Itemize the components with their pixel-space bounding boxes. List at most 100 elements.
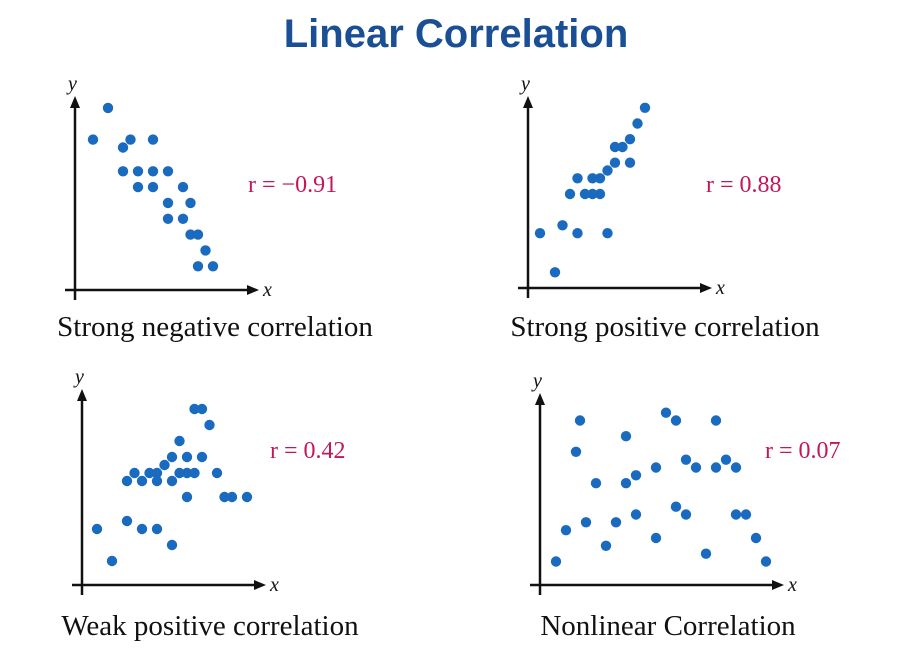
plot-4-point (690, 462, 702, 473)
plot-4-point (580, 517, 592, 528)
plot-4-point (710, 462, 722, 473)
plot-3-point (151, 475, 163, 487)
plot-4-x-axis-arrow (772, 580, 784, 590)
plot-3-point (136, 475, 148, 487)
plot-4-point (660, 407, 672, 418)
plot-2-point (549, 267, 561, 278)
plot-2-point (624, 134, 636, 145)
plot-2-point (587, 173, 598, 184)
plot-3-point (196, 451, 208, 463)
plot-3-point (144, 467, 155, 479)
plot-4-point (680, 454, 692, 465)
plot-1-point (192, 229, 204, 240)
plot-3-point (181, 491, 193, 503)
page-title: Linear Correlation (283, 12, 629, 56)
plot-2-point (587, 188, 598, 200)
plot-3-point (211, 467, 223, 479)
plot-2-x-label: x (715, 277, 725, 299)
plot-3-point (204, 419, 215, 431)
plot-4-point (730, 462, 742, 473)
plot-2-point (557, 220, 568, 231)
plot-3-caption: Weak positive correlation (61, 610, 359, 642)
plot-3-point (121, 475, 133, 487)
plot-2-point (594, 173, 606, 184)
plot-1-point (177, 213, 189, 224)
plot-2-point (609, 141, 621, 153)
plot-1-y-label: y (66, 73, 77, 95)
plot-3-point (174, 467, 185, 479)
plot-4-point (720, 454, 732, 465)
plot-4-point (570, 446, 582, 457)
plot-3-point (151, 523, 163, 535)
plot-1-point (102, 102, 114, 114)
plot-1-point (162, 213, 174, 224)
plot-1-point (162, 166, 174, 177)
plot-2-point (534, 228, 546, 239)
plot-3-point (174, 435, 185, 447)
plot-2-y-label: y (519, 73, 530, 95)
plot-4-point (560, 525, 572, 536)
plot-3-point (189, 467, 200, 479)
plot-1-point (147, 181, 159, 193)
plot-4-point (650, 532, 662, 544)
plot-1-point (162, 197, 174, 209)
plot-2-point (602, 165, 613, 176)
plot-1-point (132, 166, 144, 177)
plot-3-point (159, 459, 170, 471)
plot-4-point (680, 509, 692, 520)
plot-3-point (226, 491, 238, 503)
plot-1-point (117, 142, 129, 153)
plot-1-point (147, 166, 159, 177)
plot-4-point (700, 548, 712, 559)
plot-2-caption: Strong positive correlation (510, 311, 820, 343)
plot-1-point (117, 166, 129, 177)
plot-2-point (594, 188, 606, 200)
plot-4-point (590, 478, 602, 489)
plot-4-x-label: x (787, 574, 797, 596)
plot-2-point (579, 188, 591, 200)
plot-4-point (630, 509, 642, 520)
plot-3-point (189, 403, 200, 415)
plot-3-point (196, 403, 208, 415)
plot-1-r-value: r = −0.91 (248, 172, 337, 198)
plot-1-x-label: x (262, 279, 272, 301)
plot-3-x-axis-arrow (254, 580, 266, 590)
plot-4-point (710, 415, 722, 426)
plot-1-point (147, 134, 159, 145)
plot-1-point (125, 134, 136, 145)
plot-2-point (632, 118, 643, 129)
plot-2-point (609, 157, 621, 168)
plot-1-point (200, 245, 211, 256)
plot-1-point (87, 134, 99, 145)
plot-4-point (730, 509, 742, 520)
plot-3-point (166, 539, 178, 551)
plot-4-caption: Nonlinear Correlation (540, 610, 796, 642)
plot-3-y-axis-arrow (77, 389, 87, 401)
plot-2-point (624, 157, 636, 168)
plot-4-r-value: r = 0.07 (765, 438, 841, 464)
plot-3-point (181, 451, 193, 463)
plot-4-point (620, 478, 632, 489)
plot-3-point (91, 523, 103, 535)
plot-3-point (106, 555, 118, 567)
plot-4-point (650, 462, 662, 473)
plot-2-x-axis-arrow (700, 283, 712, 293)
plot-4-point (760, 556, 772, 567)
plot-1-point (207, 261, 219, 272)
plot-1-point (192, 261, 204, 272)
plot-4-point (750, 532, 762, 544)
plot-1-caption: Strong negative correlation (57, 311, 373, 343)
plot-3-point (241, 491, 253, 503)
plot-3-point (166, 451, 178, 463)
plot-1-y-axis-arrow (70, 96, 80, 108)
plot-4-point (740, 509, 752, 520)
plot-2-point (602, 228, 613, 239)
plot-2-point (572, 173, 583, 184)
plot-3-x-label: x (269, 574, 279, 596)
plot-1-x-axis-arrow (247, 285, 259, 295)
plot-4-point (574, 415, 586, 426)
plot-3-point (181, 467, 193, 479)
plot-3-point (121, 515, 133, 527)
plot-4-point (670, 415, 682, 426)
